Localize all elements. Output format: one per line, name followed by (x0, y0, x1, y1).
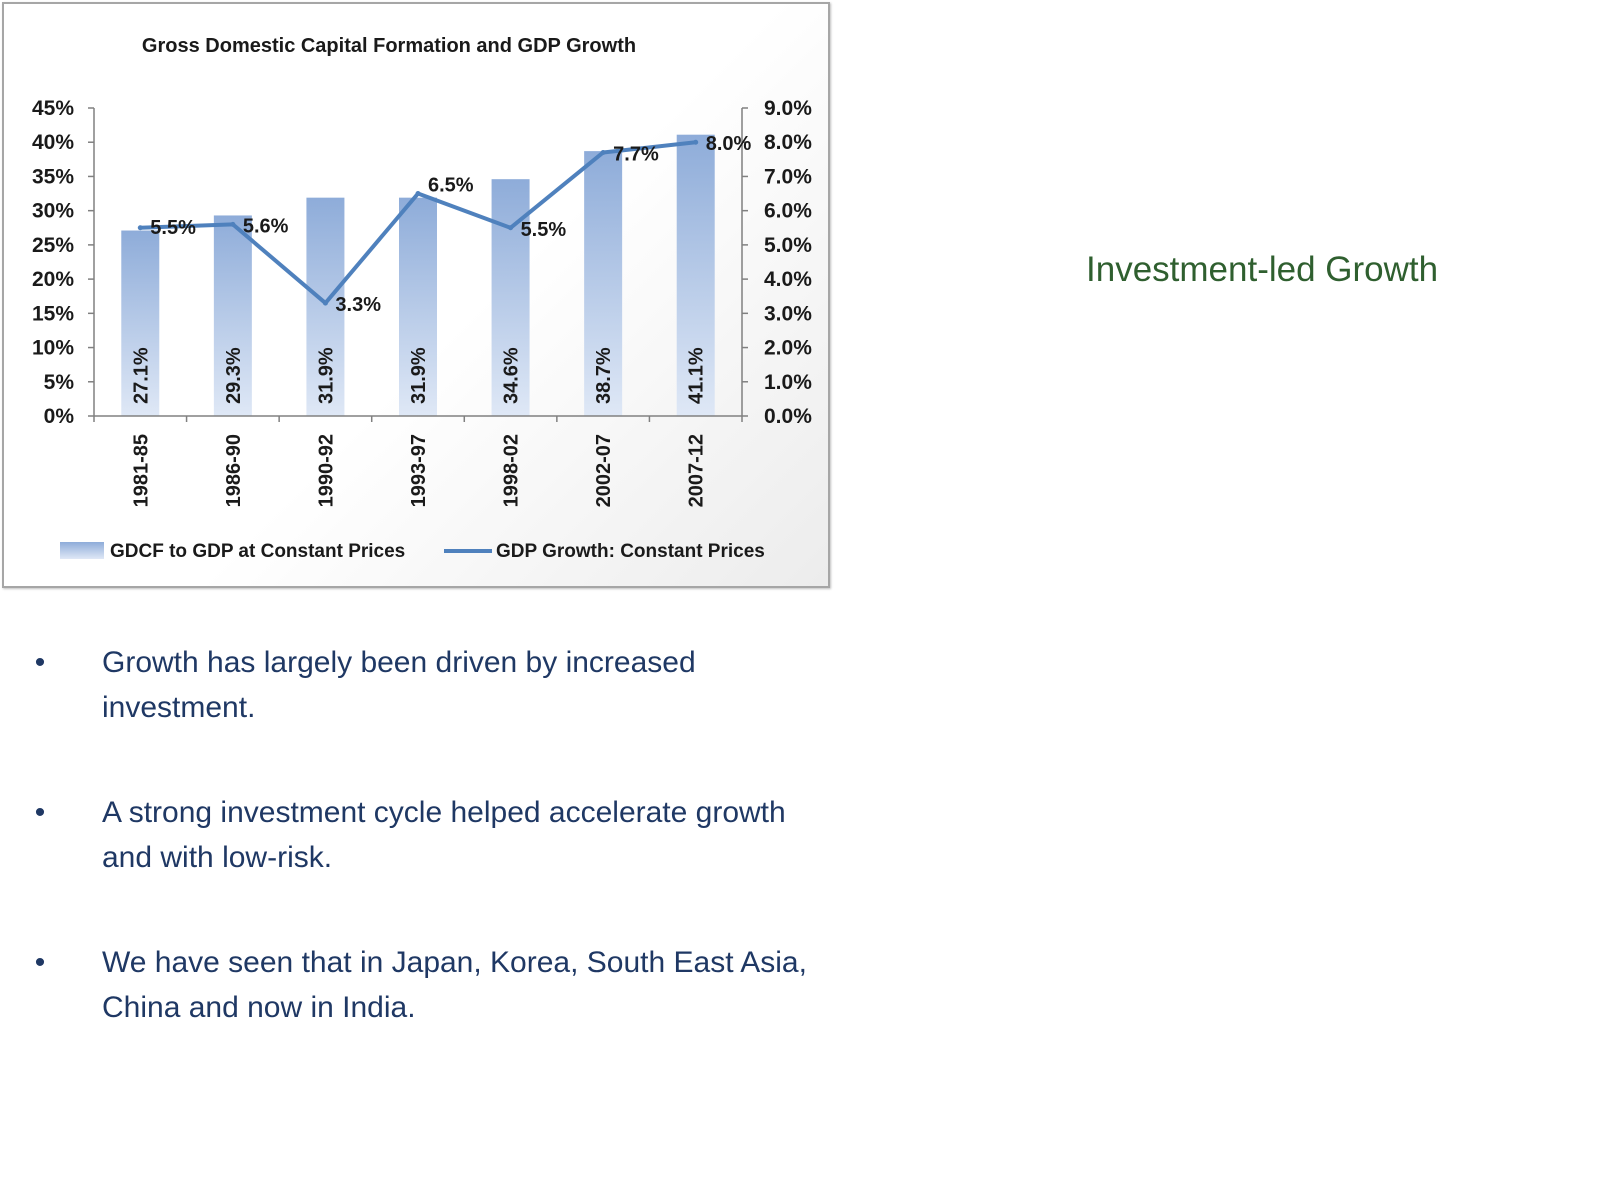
x-category-label: 1993-97 (408, 434, 430, 507)
line-value-label: 6.5% (428, 175, 474, 197)
slide-title: Investment-led Growth (1086, 250, 1439, 289)
legend-bar-swatch (60, 542, 104, 559)
bar-value-label: 41.1% (686, 347, 708, 404)
bar (306, 197, 345, 416)
line-point (600, 149, 606, 155)
left-tick-label: 0% (44, 405, 75, 428)
bullet-list: • Growth has largely been driven by incr… (30, 640, 830, 1090)
line-point (693, 139, 699, 145)
left-tick-label: 5% (44, 371, 75, 394)
x-category-label: 1986-90 (223, 434, 245, 507)
line-value-label: 5.6% (243, 215, 289, 237)
right-tick-label: 6.0% (764, 200, 812, 223)
line-point (322, 300, 328, 306)
line-point (137, 225, 143, 231)
bar-value-label: 34.6% (501, 347, 523, 404)
x-category-label: 1990-92 (315, 434, 337, 507)
line-value-label: 8.0% (706, 133, 752, 155)
left-tick-label: 15% (32, 302, 74, 325)
left-tick-label: 10% (32, 337, 74, 360)
bullet-text: A strong investment cycle helped acceler… (102, 796, 786, 874)
right-tick-label: 2.0% (764, 337, 812, 360)
bullet-item: • We have seen that in Japan, Korea, Sou… (30, 940, 830, 1030)
x-category-label: 1998-02 (501, 434, 523, 507)
left-tick-label: 25% (32, 234, 74, 257)
bullet-text: We have seen that in Japan, Korea, South… (102, 946, 807, 1024)
right-tick-label: 4.0% (764, 268, 812, 291)
bar (584, 151, 623, 416)
legend-line-label: GDP Growth: Constant Prices (496, 541, 765, 562)
line-point (415, 191, 421, 197)
bullet-icon: • (34, 946, 46, 979)
left-tick-label: 35% (32, 165, 74, 188)
right-tick-label: 8.0% (764, 131, 812, 154)
chart-panel: Gross Domestic Capital Formation and GDP… (2, 2, 830, 588)
x-category-label: 2007-12 (686, 434, 708, 507)
line-point (508, 225, 514, 231)
right-tick-label: 7.0% (764, 165, 812, 188)
bar-value-label: 31.9% (315, 347, 337, 404)
bar-value-label: 31.9% (408, 347, 430, 404)
chart-title: Gross Domestic Capital Formation and GDP… (142, 35, 636, 57)
left-tick-label: 30% (32, 200, 74, 223)
x-category-label: 1981-85 (130, 434, 152, 507)
bar-value-label: 27.1% (130, 347, 152, 404)
right-tick-label: 0.0% (764, 405, 812, 428)
right-tick-label: 1.0% (764, 371, 812, 394)
right-tick-label: 9.0% (764, 97, 812, 120)
right-tick-label: 3.0% (764, 302, 812, 325)
legend-bar-label: GDCF to GDP at Constant Prices (110, 541, 405, 562)
line-point (230, 221, 236, 227)
line-value-label: 7.7% (613, 143, 659, 165)
combo-chart: Gross Domestic Capital Formation and GDP… (32, 35, 812, 562)
x-category-label: 2002-07 (593, 434, 615, 507)
left-tick-label: 45% (32, 97, 74, 120)
left-tick-label: 20% (32, 268, 74, 291)
bar (399, 197, 437, 416)
bar (121, 230, 160, 416)
bar (213, 215, 252, 416)
right-tick-label: 5.0% (764, 234, 812, 257)
bar (676, 134, 715, 416)
bullet-item: • Growth has largely been driven by incr… (30, 640, 830, 730)
bullet-item: • A strong investment cycle helped accel… (30, 790, 830, 880)
bullet-icon: • (34, 646, 46, 679)
bar-value-label: 38.7% (593, 347, 615, 404)
bar-value-label: 29.3% (223, 347, 245, 404)
left-tick-label: 40% (32, 131, 74, 154)
line-value-label: 5.5% (521, 219, 567, 241)
bullet-icon: • (34, 796, 46, 829)
line-value-label: 5.5% (150, 217, 196, 239)
line-value-label: 3.3% (335, 294, 381, 316)
bullet-text: Growth has largely been driven by increa… (102, 646, 696, 724)
